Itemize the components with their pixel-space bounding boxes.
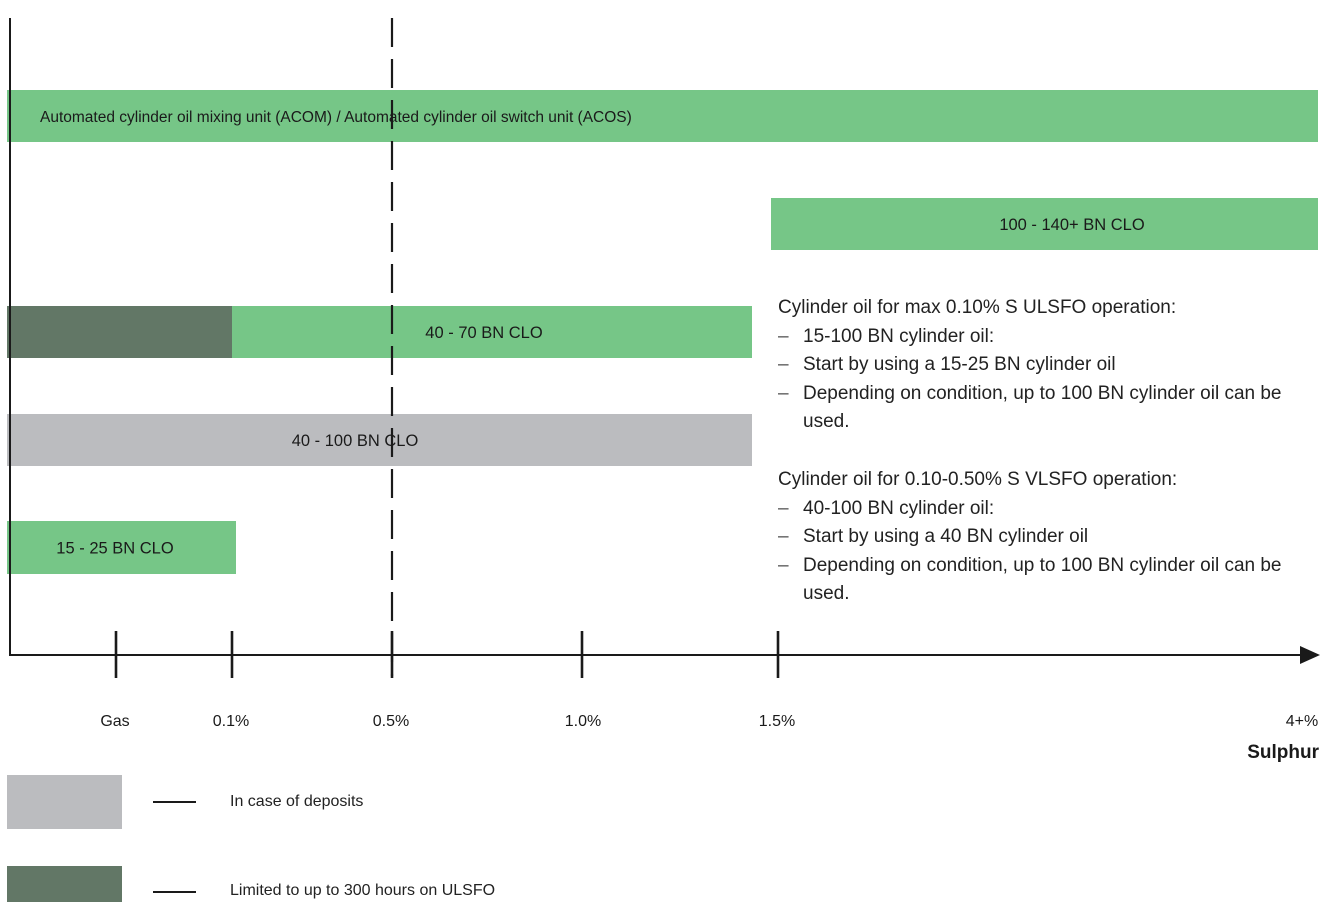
bar-segment [7, 306, 236, 358]
x-tick-label: 0.1% [213, 713, 249, 730]
ulsfo-note-item: Depending on condition, up to 100 BN cyl… [778, 380, 1313, 437]
x-tick-label: 1.5% [759, 713, 795, 730]
ulsfo-note-item: Start by using a 15-25 BN cylinder oil [778, 351, 1313, 380]
x-axis-title: Sulphur [1247, 742, 1319, 763]
ulsfo-note-item: 15-100 BN cylinder oil: [778, 323, 1313, 352]
vlsfo-note-item: Start by using a 40 BN cylinder oil [778, 523, 1313, 552]
x-axis-arrow-icon [1300, 646, 1320, 664]
legend-swatch-ulsfo-limit [7, 866, 122, 902]
legend-dash [153, 801, 196, 803]
vlsfo-note-item: 40-100 BN cylinder oil: [778, 495, 1313, 524]
x-tick-label: Gas [100, 713, 129, 730]
x-tick-label: 1.0% [565, 713, 601, 730]
x-tick-label: 4+% [1286, 713, 1318, 730]
vlsfo-notes: Cylinder oil for 0.10-0.50% S VLSFO oper… [778, 466, 1313, 609]
bar-segment [7, 90, 1318, 142]
bar-label: 15 - 25 BN CLO [56, 540, 174, 558]
bar-label: Automated cylinder oil mixing unit (ACOM… [40, 109, 632, 126]
ulsfo-notes: Cylinder oil for max 0.10% S ULSFO opera… [778, 294, 1313, 437]
bar-segment [771, 198, 1318, 250]
bar-segment [232, 306, 752, 358]
bar-label: 100 - 140+ BN CLO [999, 216, 1145, 234]
bar-segment [7, 414, 752, 466]
bar-label: 40 - 100 BN CLO [292, 432, 419, 450]
ulsfo-notes-heading: Cylinder oil for max 0.10% S ULSFO opera… [778, 297, 1177, 318]
vlsfo-notes-heading: Cylinder oil for 0.10-0.50% S VLSFO oper… [778, 469, 1178, 490]
vlsfo-note-item: Depending on condition, up to 100 BN cyl… [778, 552, 1313, 609]
legend-swatch-deposits [7, 775, 122, 829]
legend-label-ulsfo-limit: Limited to up to 300 hours on ULSFO [230, 882, 496, 899]
bar-label: 40 - 70 BN CLO [425, 324, 543, 342]
bar-segment [7, 521, 236, 574]
x-tick-label: 0.5% [373, 713, 409, 730]
legend-dash [153, 891, 196, 893]
legend-label-deposits: In case of deposits [230, 793, 364, 810]
